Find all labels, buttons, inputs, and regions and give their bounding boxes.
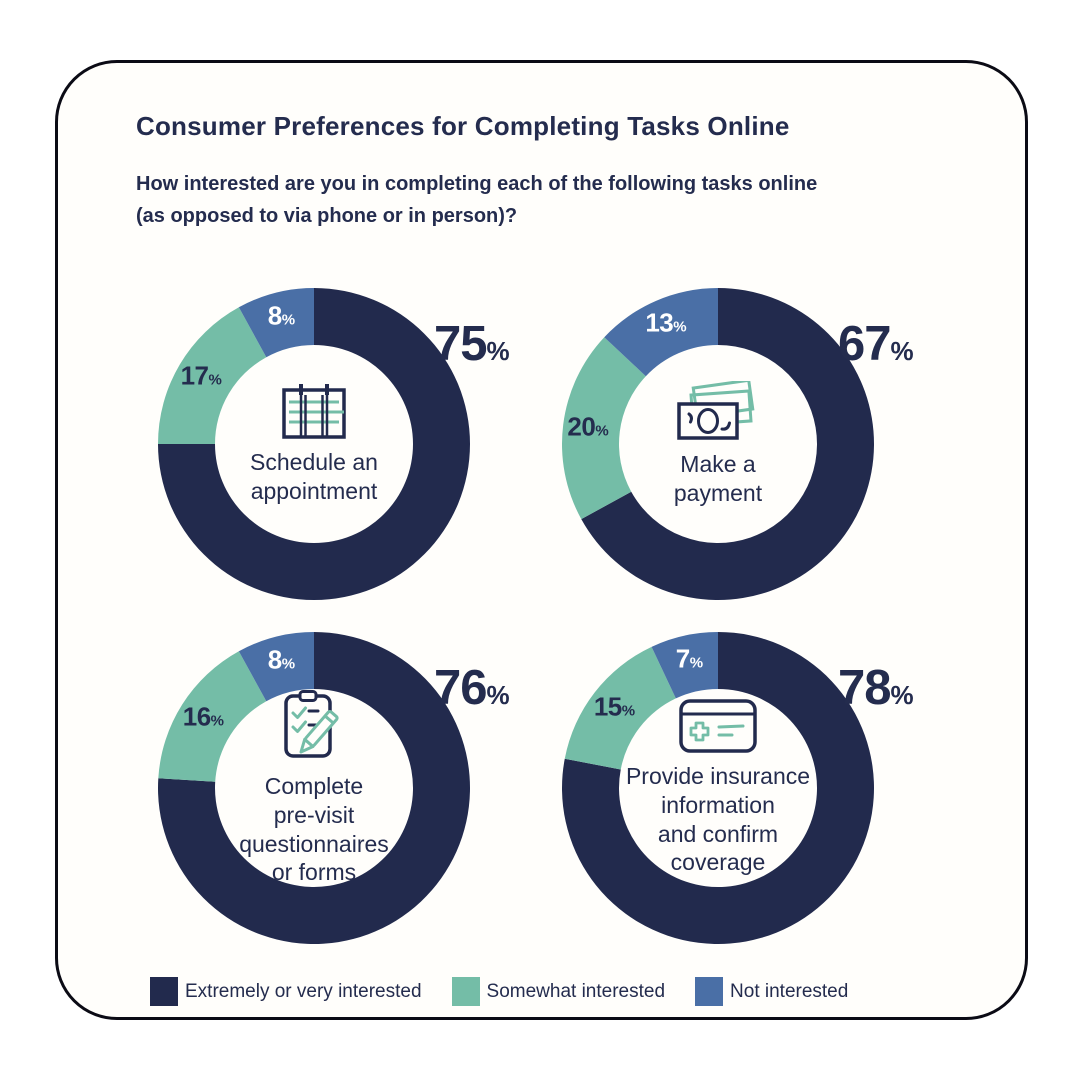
donut-center-label: Provide insurance information and confir… <box>625 762 811 876</box>
legend-swatch-blue <box>695 977 724 1006</box>
donut-center: Provide insurance information and confir… <box>619 689 817 887</box>
donut-center: Complete pre-visit questionnaires or for… <box>215 689 413 887</box>
banknotes-icon <box>677 380 755 440</box>
donut-segment-0 <box>562 632 874 944</box>
legend-label: Somewhat interested <box>486 980 666 1002</box>
page-title: Consumer Preferences for Completing Task… <box>136 111 790 141</box>
legend-item: Extremely or very interested <box>150 977 422 1006</box>
donut-segment-2 <box>238 288 314 358</box>
donut-center: Schedule an appointment <box>215 345 413 543</box>
donut-segment-0 <box>158 632 470 944</box>
donut-segment-1 <box>158 651 267 782</box>
insurance-card-icon <box>679 698 757 753</box>
survey-question: How interested are you in completing eac… <box>136 173 818 227</box>
legend-item: Not interested <box>695 977 848 1006</box>
donut-chart-schedule-appointment: Schedule an appointment 75% 17% 8% <box>158 288 510 600</box>
donut-ring <box>158 632 470 944</box>
legend: Extremely or very interested Somewhat int… <box>150 977 848 1006</box>
primary-percentage: 76% <box>434 661 510 715</box>
donut-segment-2 <box>651 632 718 699</box>
legend-item: Somewhat interested <box>451 977 666 1006</box>
segment-value-label: 20% <box>567 410 609 441</box>
legend-swatch-teal <box>451 977 480 1006</box>
donut-ring <box>562 632 874 944</box>
donut-chart-make-payment: Make a payment 67% 20% 13% <box>562 288 914 600</box>
donut-center: Make a payment <box>619 345 817 543</box>
segment-value-label: 8% <box>267 300 296 331</box>
primary-percentage: 67% <box>838 317 914 371</box>
donut-segment-2 <box>238 632 314 702</box>
donut-chart-prevlisit-forms: Complete pre-visit questionnaires or for… <box>158 632 510 944</box>
legend-label: Not interested <box>730 980 849 1002</box>
legend-swatch-navy <box>150 977 178 1006</box>
donut-center-label: Complete pre-visit questionnaires or for… <box>239 772 389 886</box>
donut-ring <box>158 288 470 600</box>
calendar-icon <box>282 384 346 439</box>
donut-segment-2 <box>604 288 718 377</box>
donut-center-label: Schedule an appointment <box>250 449 378 504</box>
segment-value-label: 7% <box>675 643 704 674</box>
donut-segment-1 <box>158 307 267 444</box>
segment-value-label: 15% <box>593 690 636 721</box>
primary-percentage: 75% <box>434 317 510 371</box>
segment-value-label: 13% <box>645 307 687 338</box>
segment-value-label: 8% <box>267 644 296 675</box>
clipboard-pencil-icon <box>284 689 339 758</box>
primary-percentage: 78% <box>838 661 914 715</box>
donut-segment-1 <box>564 646 676 770</box>
donut-segment-0 <box>158 288 470 600</box>
segment-value-label: 16% <box>182 701 225 732</box>
legend-label: Extremely or very interested <box>185 980 422 1002</box>
donut-segment-1 <box>562 337 646 520</box>
donut-chart-insurance-info: Provide insurance information and confir… <box>562 632 914 944</box>
donut-ring <box>562 288 874 600</box>
donut-center-label: Make a payment <box>673 450 763 506</box>
segment-value-label: 17% <box>180 360 222 391</box>
content-card: Consumer Preferences for Completing Task… <box>55 60 1028 1020</box>
donut-segment-0 <box>581 288 874 600</box>
